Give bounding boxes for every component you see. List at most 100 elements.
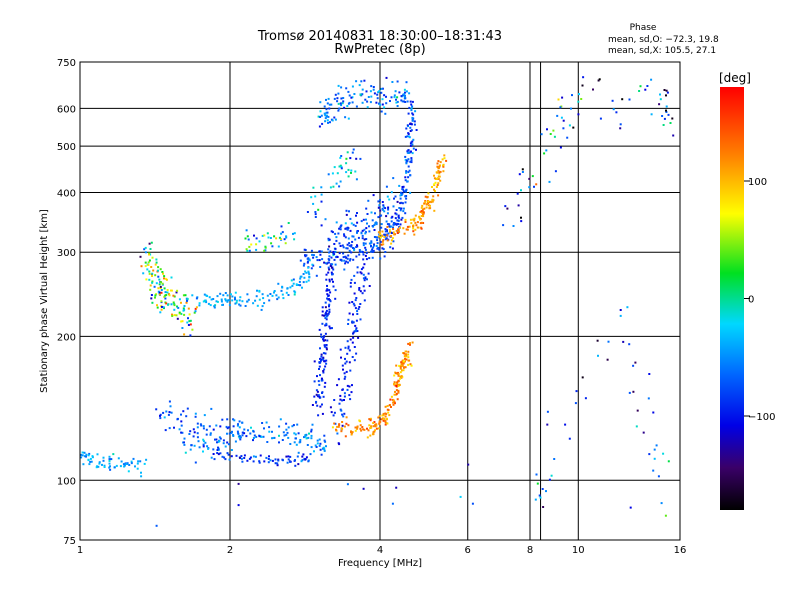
data-point: [402, 93, 405, 96]
data-point: [350, 431, 352, 434]
data-point: [189, 319, 192, 322]
data-point: [144, 261, 147, 264]
data-point: [277, 459, 280, 462]
data-point: [316, 404, 319, 407]
data-point: [391, 398, 394, 401]
data-point: [325, 344, 328, 346]
data-point: [619, 127, 622, 130]
data-point: [230, 431, 233, 434]
data-point: [338, 443, 341, 446]
data-point: [271, 437, 274, 440]
data-point: [183, 443, 186, 446]
x-axis-label: Frequency [MHz]: [338, 558, 422, 569]
data-point: [388, 414, 391, 417]
colorbar-tick-label: 100: [748, 177, 767, 188]
data-point: [568, 124, 571, 127]
data-point: [151, 281, 154, 284]
data-point: [389, 100, 391, 102]
data-point: [163, 287, 166, 290]
data-point: [209, 432, 212, 435]
data-point: [386, 417, 388, 420]
data-point: [182, 294, 185, 297]
data-point: [182, 307, 185, 310]
data-point: [176, 417, 179, 420]
data-point: [337, 232, 340, 235]
data-point: [345, 87, 348, 90]
data-point: [370, 95, 373, 98]
data-point: [241, 300, 244, 303]
data-point: [321, 322, 324, 325]
data-point: [164, 429, 167, 432]
data-point: [310, 430, 313, 433]
data-point: [348, 94, 351, 97]
data-point: [384, 230, 387, 233]
data-point: [401, 361, 404, 364]
data-point: [322, 336, 325, 339]
data-point: [289, 460, 291, 463]
data-point: [331, 273, 333, 276]
data-point: [409, 123, 412, 125]
data-point: [318, 259, 321, 262]
data-point: [559, 106, 562, 109]
data-point: [159, 417, 162, 420]
data-point: [333, 399, 336, 401]
data-point: [208, 296, 211, 299]
data-point: [386, 226, 389, 228]
data-point: [378, 90, 381, 93]
data-point: [159, 287, 162, 290]
data-point: [341, 244, 344, 247]
data-point: [194, 310, 197, 313]
data-point: [303, 276, 306, 279]
data-point: [420, 227, 423, 230]
data-point: [189, 334, 192, 337]
data-point: [159, 268, 162, 271]
data-point: [228, 432, 231, 435]
data-point: [326, 111, 329, 114]
data-point: [232, 418, 235, 421]
trace-low-frequency-spread-f: [139, 241, 198, 337]
data-point: [384, 238, 387, 241]
data-point: [521, 171, 524, 173]
data-point: [418, 215, 421, 218]
data-point: [364, 231, 367, 234]
data-point: [390, 220, 393, 223]
data-point: [443, 154, 446, 157]
data-point: [375, 221, 378, 224]
data-point: [380, 223, 383, 226]
data-point: [269, 293, 272, 295]
data-point: [354, 426, 357, 429]
data-point: [266, 441, 269, 443]
data-point: [255, 295, 258, 298]
data-point: [379, 236, 382, 239]
data-point: [348, 249, 351, 252]
data-point: [155, 293, 158, 296]
data-point: [410, 141, 413, 144]
data-point: [285, 291, 288, 294]
data-point: [364, 248, 367, 251]
data-point: [378, 427, 380, 430]
data-point: [248, 457, 251, 460]
data-point: [245, 229, 248, 232]
trace-f1-x-trace: [331, 350, 408, 439]
data-point: [357, 236, 360, 239]
data-point: [320, 353, 323, 356]
data-point: [263, 460, 266, 463]
data-point: [581, 376, 584, 379]
data-point: [411, 116, 414, 119]
data-point: [275, 237, 278, 240]
data-point: [328, 303, 331, 306]
data-point: [329, 250, 332, 253]
data-point: [196, 426, 199, 429]
data-point: [317, 380, 320, 383]
data-point: [194, 461, 197, 464]
data-point: [372, 425, 375, 428]
data-point: [542, 506, 545, 508]
data-point: [351, 384, 353, 387]
data-point: [405, 188, 408, 191]
data-point: [334, 247, 337, 250]
data-point: [364, 277, 367, 280]
data-point: [160, 300, 163, 303]
data-point: [333, 97, 336, 100]
data-point: [632, 364, 635, 367]
data-point: [239, 304, 242, 307]
